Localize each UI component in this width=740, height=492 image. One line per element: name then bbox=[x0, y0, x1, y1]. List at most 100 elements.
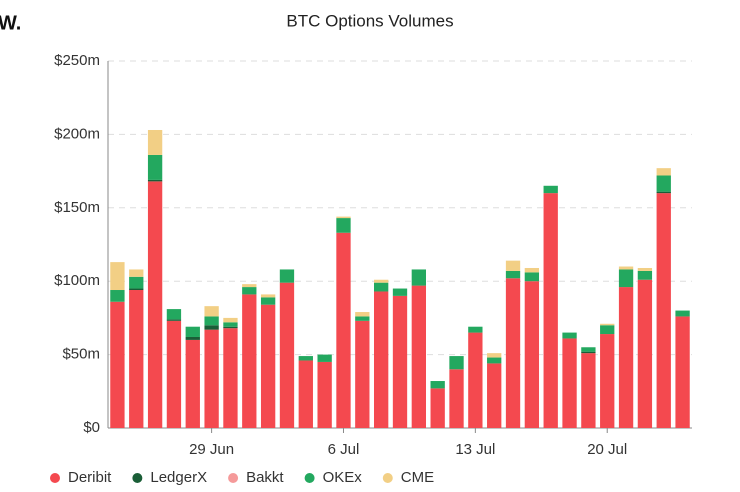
bar-segment bbox=[260, 297, 276, 305]
bar-segment bbox=[260, 304, 276, 428]
bar-segment bbox=[147, 181, 163, 428]
y-tick-label: $50m bbox=[62, 346, 100, 363]
bar-segment bbox=[129, 290, 144, 428]
bar-segment bbox=[392, 288, 408, 296]
bar-segment bbox=[374, 282, 389, 292]
bar-segment bbox=[166, 319, 182, 321]
y-tick-label: $100m bbox=[54, 272, 100, 289]
bar-segment bbox=[656, 175, 671, 192]
bar-segment bbox=[147, 179, 163, 182]
bar-segment bbox=[223, 326, 238, 329]
bar-segment bbox=[618, 287, 634, 428]
y-tick-label: $150m bbox=[54, 199, 100, 216]
bar-segment bbox=[487, 357, 502, 364]
bar-segment bbox=[242, 287, 257, 295]
bar-segment bbox=[411, 285, 426, 428]
bar-segment bbox=[110, 290, 125, 302]
bar-segment bbox=[505, 270, 521, 279]
bar-segment bbox=[524, 272, 540, 282]
bar-segment bbox=[223, 328, 238, 428]
y-tick-label: $0 bbox=[83, 419, 100, 436]
bar-segment bbox=[505, 260, 521, 271]
bar-segment bbox=[260, 294, 276, 298]
bar-segment bbox=[411, 269, 426, 286]
bar-segment bbox=[468, 332, 483, 428]
bar-segment bbox=[204, 306, 219, 317]
bar-segment bbox=[430, 388, 445, 428]
bar-segment bbox=[242, 284, 257, 288]
bar-segment bbox=[656, 168, 671, 176]
bar-segment bbox=[543, 193, 558, 428]
bar-segment bbox=[204, 329, 219, 428]
bar-segment bbox=[392, 295, 408, 428]
legend-label: Bakkt bbox=[246, 469, 284, 486]
bar-segment bbox=[524, 281, 540, 428]
bar-segment bbox=[374, 279, 389, 283]
bar-segment bbox=[637, 279, 653, 428]
logo: W. bbox=[0, 12, 21, 34]
bar-segment bbox=[637, 270, 653, 280]
legend-label: OKEx bbox=[323, 469, 363, 486]
bar-segment bbox=[543, 185, 558, 194]
bar-segment bbox=[185, 326, 200, 337]
bar-segment bbox=[166, 320, 182, 428]
bar-segment bbox=[242, 294, 257, 428]
bar-segment bbox=[600, 325, 615, 335]
bar-segment bbox=[618, 269, 634, 288]
bar-segment bbox=[279, 269, 295, 283]
bar-segment bbox=[581, 347, 596, 352]
bar-segment bbox=[675, 310, 690, 317]
legend-marker bbox=[132, 473, 143, 483]
legend-label: LedgerX bbox=[150, 469, 207, 486]
legend-marker bbox=[50, 473, 60, 483]
bar-segment bbox=[355, 320, 370, 428]
bar-segment bbox=[166, 309, 182, 320]
bar-segment bbox=[600, 334, 615, 428]
bar-segment bbox=[110, 301, 125, 428]
bar-segment bbox=[110, 262, 125, 291]
bar-segment bbox=[468, 326, 483, 333]
legend-label: CME bbox=[401, 469, 434, 486]
bar-segment bbox=[355, 312, 370, 317]
bar-segment bbox=[562, 338, 577, 428]
bar-segment bbox=[656, 193, 671, 428]
bar-segment bbox=[336, 218, 351, 233]
bar-segment bbox=[675, 316, 690, 428]
bar-segment bbox=[355, 316, 370, 321]
bar-segment bbox=[279, 282, 295, 428]
bar-segment bbox=[524, 267, 540, 273]
bar-segment bbox=[581, 351, 596, 354]
bar-segment bbox=[600, 323, 615, 326]
bar-segment bbox=[204, 316, 219, 326]
bar-segment bbox=[317, 354, 332, 362]
bar-segment bbox=[129, 276, 144, 289]
bar-segment bbox=[449, 356, 464, 370]
bar-segment bbox=[618, 266, 634, 270]
legend-marker bbox=[228, 473, 239, 483]
bar-segment bbox=[317, 361, 332, 428]
bar-segment bbox=[336, 216, 351, 219]
bar-segment bbox=[298, 356, 313, 361]
y-tick-label: $200m bbox=[54, 125, 100, 142]
x-tick-label: 20 Jul bbox=[587, 441, 627, 458]
bar-segment bbox=[656, 191, 671, 194]
bar-segment bbox=[505, 278, 521, 428]
bar-segment bbox=[581, 353, 596, 428]
bar-segment bbox=[185, 339, 200, 428]
bar-segment bbox=[129, 269, 144, 277]
bar-segment bbox=[449, 369, 464, 428]
bar-segment bbox=[298, 360, 313, 428]
bar-segment bbox=[204, 325, 219, 330]
legend-label: Deribit bbox=[68, 469, 112, 486]
bar-segment bbox=[147, 129, 163, 155]
bar-segment bbox=[223, 322, 238, 327]
bar-segment bbox=[430, 381, 445, 389]
bar-segment bbox=[223, 317, 238, 323]
bar-segment bbox=[637, 267, 653, 271]
bar-segment bbox=[185, 336, 200, 340]
legend-marker bbox=[382, 473, 393, 483]
x-tick-label: 13 Jul bbox=[455, 441, 495, 458]
bar-segment bbox=[487, 353, 502, 358]
bar-segment bbox=[147, 154, 163, 180]
